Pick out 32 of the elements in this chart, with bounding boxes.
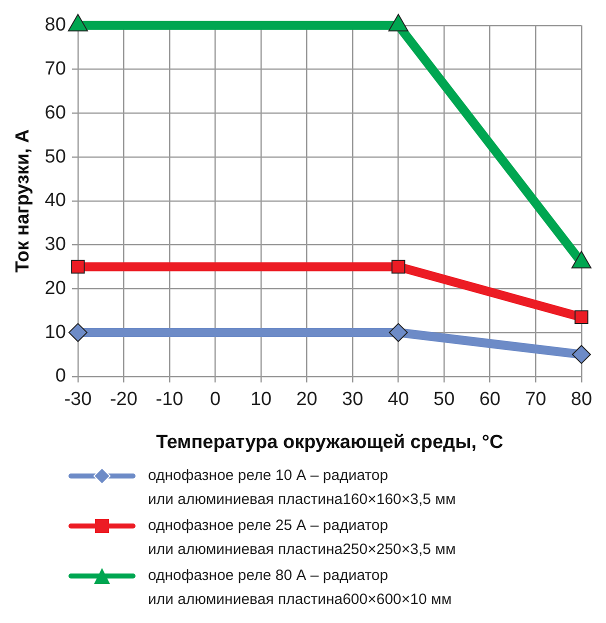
x-tick-label: -10 <box>156 389 184 410</box>
x-tick-label: -30 <box>64 389 92 410</box>
point <box>68 323 88 342</box>
x-tick-label: 80 <box>570 389 592 410</box>
point <box>388 14 408 32</box>
y-tick-label: 0 <box>55 366 66 387</box>
x-tick-label: 30 <box>342 389 364 410</box>
x-tick-label: 10 <box>250 389 272 410</box>
y-tick-label: 60 <box>44 102 66 124</box>
point <box>388 323 408 342</box>
legend-label: однофазное реле 80 А – радиатор или алюминиевая пластина600×600×10 мм <box>148 566 452 610</box>
x-tick-label: 20 <box>296 389 318 410</box>
x-tick-label: 40 <box>388 389 409 410</box>
x-tick-label: -20 <box>110 389 138 410</box>
x-axis-title: Температура окружающей среды, °C <box>156 432 504 453</box>
point <box>572 344 591 364</box>
point <box>391 260 406 274</box>
y-tick-label: 10 <box>44 322 66 343</box>
x-tick-label: 60 <box>479 389 500 410</box>
x-tick-label: 70 <box>525 389 546 410</box>
y-tick-label: 50 <box>44 146 66 168</box>
y-tick-label: 20 <box>44 278 66 299</box>
point <box>71 260 85 274</box>
y-tick-label: 80 <box>44 14 66 36</box>
point <box>68 14 88 32</box>
y-tick-label: 40 <box>44 190 66 212</box>
x-tick-label: 0 <box>210 389 221 410</box>
x-tick-label: 50 <box>434 389 455 410</box>
point <box>574 310 588 324</box>
y-axis-title: Ток нагрузки, А <box>12 128 34 273</box>
y-tick-label: 70 <box>44 58 66 80</box>
y-tick-label: 30 <box>44 234 66 256</box>
